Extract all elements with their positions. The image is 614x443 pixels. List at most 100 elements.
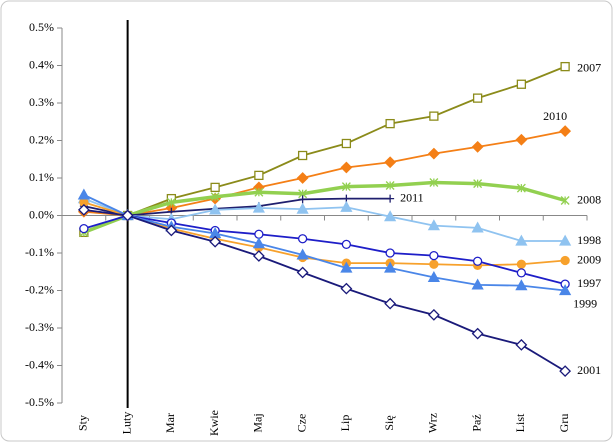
series-line <box>83 208 566 372</box>
point <box>341 239 352 250</box>
point <box>471 140 484 153</box>
point <box>384 297 397 310</box>
point <box>166 197 176 207</box>
series-label: 2007 <box>577 60 601 74</box>
point <box>254 170 264 181</box>
point <box>385 248 395 258</box>
point <box>296 248 309 260</box>
y-tick-label: -0.1% <box>25 245 54 259</box>
y-tick-label: -0.2% <box>25 282 54 296</box>
point <box>77 203 90 216</box>
point <box>471 221 484 233</box>
point <box>385 118 395 129</box>
series-line <box>83 214 566 285</box>
point <box>297 150 308 161</box>
point <box>252 201 265 213</box>
y-tick-label: 0.5% <box>29 20 54 34</box>
point <box>254 229 264 239</box>
x-tick-label: Lip <box>338 415 352 432</box>
point <box>209 203 222 215</box>
point <box>340 161 353 174</box>
x-tick-label: Cze <box>294 414 308 433</box>
x-tick-label: Kwie <box>207 410 221 436</box>
point <box>341 138 352 149</box>
point <box>559 234 572 246</box>
point <box>385 181 395 190</box>
point <box>384 261 397 273</box>
series-line <box>83 130 566 217</box>
point <box>427 308 440 321</box>
series-label: 1997 <box>577 276 601 290</box>
point <box>429 250 439 261</box>
x-tick-label: Maj <box>251 413 265 432</box>
point <box>297 234 308 244</box>
point <box>427 219 440 231</box>
series-line <box>83 201 566 267</box>
point <box>252 250 265 262</box>
point <box>384 156 397 169</box>
series-line <box>83 65 566 234</box>
x-tick-label: Mar <box>163 413 177 433</box>
series-line <box>83 180 566 235</box>
point <box>340 200 353 212</box>
x-tick-label: Się <box>382 415 396 430</box>
point <box>340 282 353 295</box>
point <box>209 235 222 248</box>
point <box>560 196 570 205</box>
series-label: 2001 <box>577 363 601 377</box>
point <box>341 182 351 192</box>
point <box>296 172 309 184</box>
point <box>559 365 572 378</box>
y-tick-label: 0.3% <box>29 95 54 109</box>
point <box>516 183 526 193</box>
point <box>340 261 353 273</box>
point <box>516 268 527 278</box>
series-label: 2008 <box>577 192 601 206</box>
point <box>560 61 570 72</box>
point <box>298 195 307 204</box>
point <box>429 178 439 187</box>
point <box>386 194 395 203</box>
point <box>515 338 528 351</box>
y-tick-label: -0.4% <box>25 357 54 371</box>
point <box>77 188 90 200</box>
series-label: 2009 <box>577 252 601 266</box>
point <box>252 237 265 249</box>
point <box>210 182 220 193</box>
point <box>515 279 528 291</box>
series-line <box>83 197 566 242</box>
series-label: 1998 <box>577 233 601 247</box>
point <box>472 256 483 266</box>
y-tick-label: -0.5% <box>25 395 54 409</box>
point <box>516 79 527 89</box>
point <box>515 133 528 146</box>
series-label: 1999 <box>573 296 597 310</box>
point <box>559 125 572 138</box>
point <box>427 147 440 160</box>
series-label: 2010 <box>543 109 567 123</box>
series-line <box>83 194 566 292</box>
point <box>254 187 264 197</box>
x-tick-label: List <box>513 413 527 432</box>
series-line <box>83 197 391 217</box>
point <box>427 271 440 283</box>
point <box>296 202 309 214</box>
point <box>165 224 178 237</box>
point <box>384 210 397 222</box>
point <box>515 234 528 246</box>
point <box>296 266 309 279</box>
x-tick-label: Sty <box>76 415 90 431</box>
point <box>471 278 484 290</box>
x-tick-label: Gru <box>557 414 571 433</box>
point <box>473 179 483 189</box>
y-tick-label: 0.1% <box>29 170 54 184</box>
y-tick-label: 0.4% <box>29 57 54 71</box>
point <box>472 93 483 103</box>
point <box>210 192 220 202</box>
x-tick-label: Luty <box>119 412 133 435</box>
x-tick-label: Paź <box>469 414 483 431</box>
point <box>559 284 572 296</box>
series-label: 2011 <box>400 190 424 204</box>
